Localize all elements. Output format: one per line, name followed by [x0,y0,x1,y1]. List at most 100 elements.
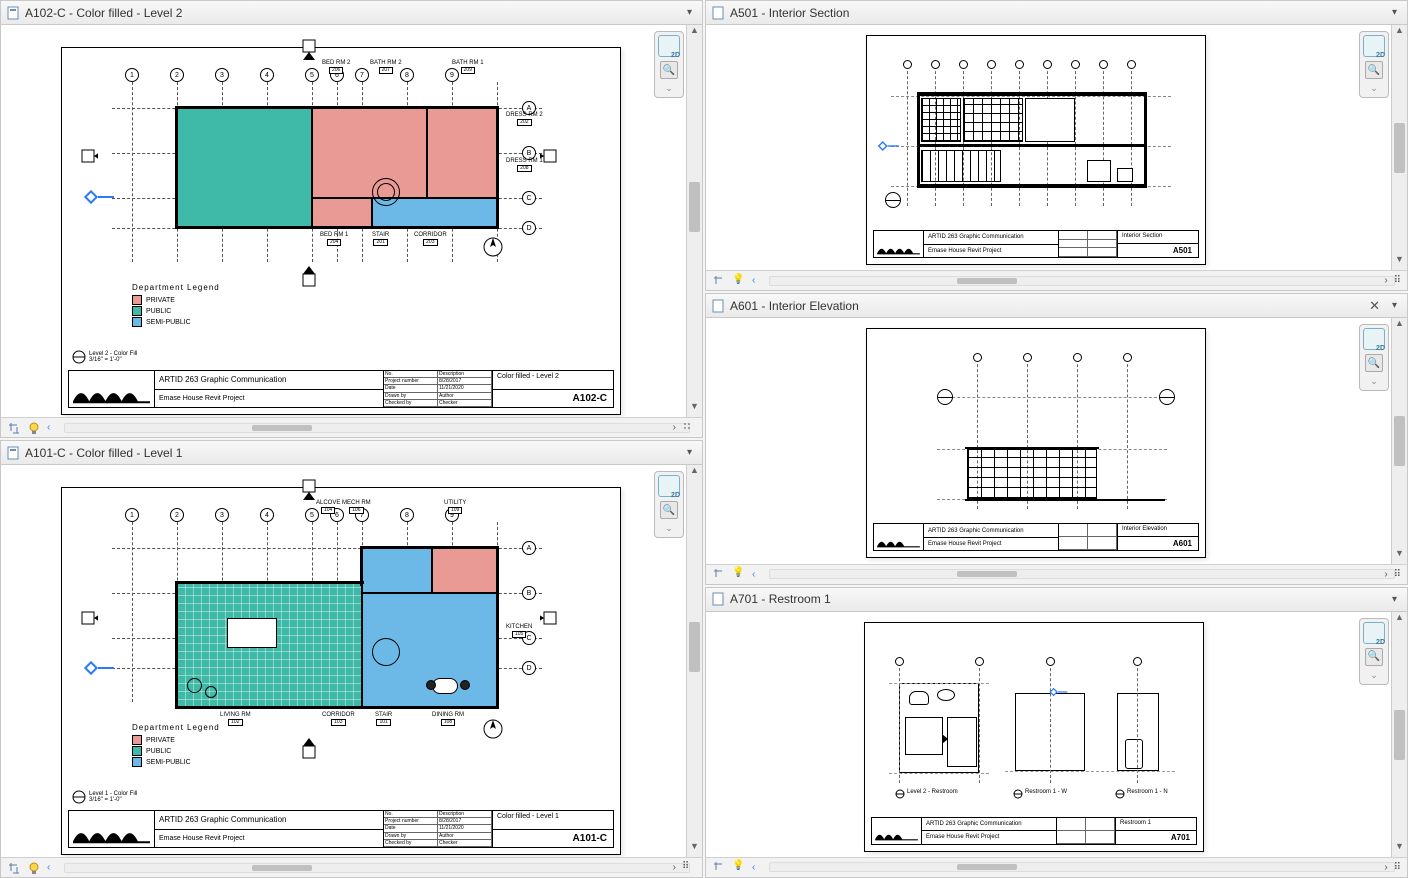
level-marker-icon [1051,689,1068,695]
horizontal-scrollbar[interactable] [64,423,690,433]
sheet-a501: ARTID 263 Graphic Communication Emase Ho… [866,35,1206,265]
toilet-icon [909,691,929,705]
steering-wheel-icon[interactable]: 🔍 [660,61,678,79]
view-title-callout: Level 2 - Color Fill 3/16" = 1'-0" [72,350,137,364]
sheet-a701: Level 2 - Restroom Restroom 1 - W Restro… [864,622,1204,852]
horizontal-scrollbar[interactable] [64,863,690,873]
tb-revisions: No.Description Project number8/28/2017 D… [383,371,493,407]
vertical-scrollbar[interactable]: ▲▼ [1391,25,1407,270]
restroom-drawing: Level 2 - Restroom Restroom 1 - W Restro… [895,643,1173,811]
viewport-a501[interactable]: ARTID 263 Graphic Communication Emase Ho… [706,25,1407,270]
sheet-a101c: 1 2 3 4 5 6 7 8 9 A B C D [61,487,621,855]
panel-header-a501[interactable]: A501 - Interior Section ▾ [706,1,1407,25]
lightbulb-icon[interactable]: 💡 [732,274,746,288]
crop-icon[interactable] [712,860,726,874]
dept-legend: Department Legend PRIVATE PUBLIC SEMI-PU… [132,283,220,328]
nav-cube[interactable]: 🔍 ⌄ [654,31,684,98]
panel-a101c: A101-C - Color filled - Level 1 ▾ 1 2 3 … [0,440,703,878]
chevron-right-icon[interactable]: › [673,862,676,873]
firm-logo: design studios [69,371,155,407]
sheet-a601: ARTID 263 Graphic CommunicationEmase Hou… [866,328,1206,558]
statusbar: ‹ › ⠿ [1,857,702,877]
viewport-a101c[interactable]: 1 2 3 4 5 6 7 8 9 A B C D [1,465,702,857]
titleblock: ARTID 263 Graphic Communication Emase Ho… [873,230,1199,258]
panel-header-a102c[interactable]: A102-C - Color filled - Level 2 ▾ [1,1,702,25]
panel-a601: A601 - Interior Elevation ✕ ▾ [705,293,1408,584]
view-label: Level 2 - Restroom [895,789,958,799]
panel-title: A101-C - Color filled - Level 1 [25,446,679,460]
crop-icon[interactable] [712,567,726,581]
panel-header-a701[interactable]: A701 - Restroom 1 ▾ [706,588,1407,612]
panel-menu-icon[interactable]: ▾ [683,447,696,458]
svg-text:design studios: design studios [99,838,125,843]
chevron-left-icon[interactable]: ‹ [47,862,50,873]
vertical-scrollbar[interactable]: ▲▼ [686,25,702,417]
panel-menu-icon[interactable]: ▾ [1388,300,1401,311]
stair-icon [372,638,400,666]
grip-icon[interactable]: ⠿ [682,861,696,875]
lightbulb-icon[interactable]: 💡 [732,567,746,581]
panel-title: A102-C - Color filled - Level 2 [25,6,679,20]
panel-header-a101c[interactable]: A101-C - Color filled - Level 1 ▾ [1,441,702,465]
sheet-icon [7,446,21,460]
chevron-down-icon[interactable]: ⌄ [665,523,673,534]
panel-menu-icon[interactable]: ▾ [683,7,696,18]
lightbulb-icon[interactable] [27,421,41,435]
horizontal-scrollbar[interactable] [769,862,1395,872]
chevron-down-icon[interactable]: ⌄ [665,83,673,94]
sheet-icon [712,6,726,20]
vertical-scrollbar[interactable]: ▲▼ [686,465,702,857]
viewport-a601[interactable]: ARTID 263 Graphic CommunicationEmase Hou… [706,318,1407,563]
panel-a701: A701 - Restroom 1 ▾ [705,587,1408,878]
panel-a501: A501 - Interior Section ▾ [705,0,1408,291]
horizontal-scrollbar[interactable] [769,569,1395,579]
nav-cube[interactable]: 🔍⌄ [1359,324,1389,391]
lightbulb-icon[interactable] [27,861,41,875]
sheet-icon [712,592,726,606]
titleblock: design studios ARTID 263 Graphic Communi… [68,370,614,408]
steering-wheel-icon[interactable]: 🔍 [660,501,678,519]
chevron-right-icon[interactable]: › [673,422,676,433]
statusbar: ‹ › [1,417,702,437]
panel-header-a601[interactable]: A601 - Interior Elevation ✕ ▾ [706,294,1407,318]
stair-icon [372,178,400,206]
level-marker-icon [86,192,114,202]
sink-icon [937,689,955,701]
elevation-drawing [897,349,1175,517]
dept-legend: Department Legend PRIVATE PUBLIC SEMI-PU… [132,723,220,768]
room-public [177,108,312,228]
nav-cube[interactable]: 🔍⌄ [1359,31,1389,98]
room-private [312,108,427,198]
nav-cube[interactable]: 🔍 ⌄ [654,471,684,538]
north-arrow-icon [482,236,504,261]
nav-cube[interactable]: 🔍⌄ [1359,618,1389,685]
svg-text:design studios: design studios [99,398,125,403]
furniture-icon [227,618,277,648]
viewport-a701[interactable]: Level 2 - Restroom Restroom 1 - W Restro… [706,612,1407,857]
crop-icon[interactable] [7,861,21,875]
toilet-elev-icon [1125,739,1143,769]
view-title-callout: Level 1 - Color Fill 3/16" = 1'-0" [72,790,137,804]
crop-icon[interactable] [712,274,726,288]
sheet-icon [7,6,21,20]
elevation-marker-icon [78,146,98,166]
shower-icon [905,717,943,755]
viewcube-icon[interactable] [658,475,680,497]
crop-icon[interactable] [7,421,21,435]
viewport-a102c[interactable]: 1 2 3 4 5 6 7 8 9 [1,25,702,417]
panel-menu-icon[interactable]: ▾ [1388,7,1401,18]
horizontal-scrollbar[interactable] [769,276,1395,286]
grip-icon[interactable] [682,421,696,435]
panel-menu-icon[interactable]: ▾ [1388,594,1401,605]
viewcube-icon[interactable] [658,35,680,57]
lightbulb-icon[interactable]: 💡 [732,860,746,874]
vertical-scrollbar[interactable]: ▲▼ [1391,612,1407,857]
grid-bubble: 1 [125,68,139,82]
chevron-left-icon[interactable]: ‹ [47,422,50,433]
vertical-scrollbar[interactable]: ▲▼ [1391,318,1407,563]
level-marker-icon [879,143,899,150]
panel-a102c: A102-C - Color filled - Level 2 ▾ 1 2 3 … [0,0,703,438]
level-marker-icon [86,663,114,673]
close-icon[interactable]: ✕ [1365,298,1384,314]
sheet-icon [712,299,726,313]
